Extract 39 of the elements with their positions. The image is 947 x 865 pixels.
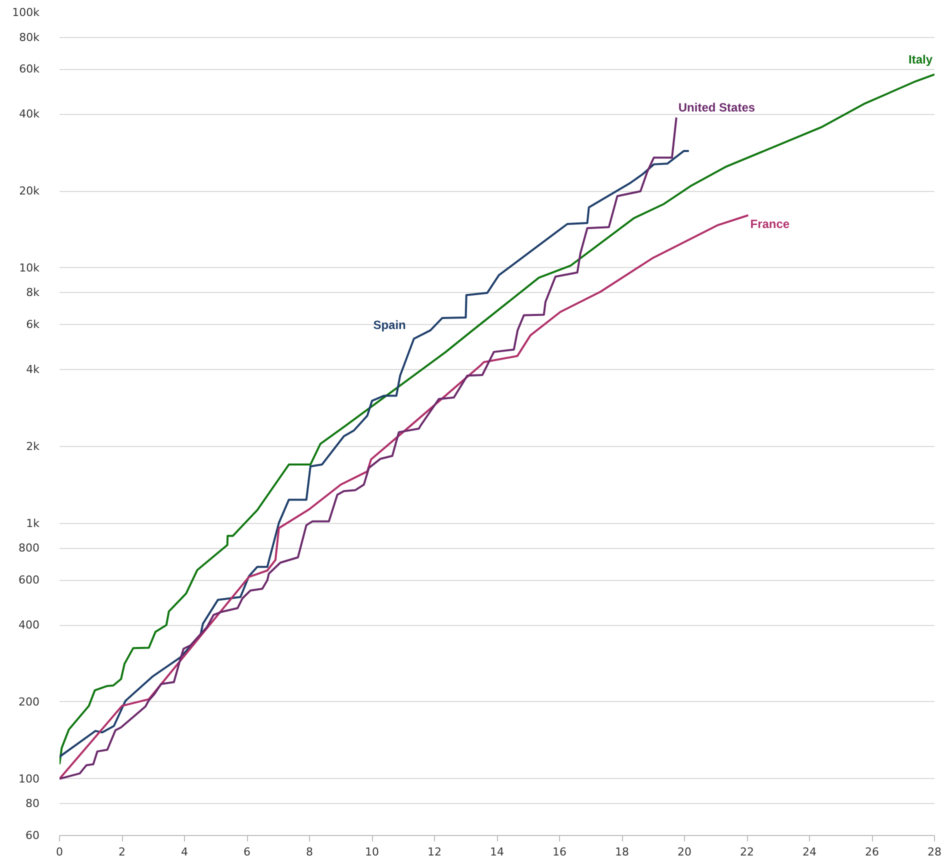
line-series — [60, 214, 750, 780]
y-tick-label: 800 — [18, 542, 40, 555]
y-tick-label: 2k — [26, 440, 40, 453]
y-tick-label: 400 — [18, 618, 40, 632]
x-tick-label: 24 — [802, 846, 816, 858]
y-tick-label: 60 — [26, 829, 40, 842]
x-tick-label: 14 — [490, 846, 504, 858]
y-tick-label: 60k — [19, 62, 40, 76]
x-tick-label: 16 — [552, 846, 566, 858]
series-label: Spain — [373, 318, 406, 332]
x-tick-label: 10 — [365, 846, 379, 858]
y-tick-label: 80 — [26, 797, 40, 810]
y-tick-label: 1k — [26, 516, 40, 530]
x-tick-label: 18 — [615, 846, 629, 858]
x-tick-label: 12 — [428, 846, 442, 858]
y-tick-label: 100 — [18, 772, 40, 786]
y-tick-label: 100k — [12, 6, 40, 19]
x-tick-label: 28 — [928, 846, 942, 858]
x-tick-label: 0 — [56, 846, 63, 858]
line-series — [60, 73, 934, 766]
series-label: United States — [678, 100, 756, 115]
y-tick-label: 80k — [19, 30, 40, 44]
x-tick-label: 8 — [306, 846, 313, 858]
x-tick-label: 6 — [244, 846, 250, 858]
y-tick-label: 20k — [19, 184, 40, 198]
series-label: France — [750, 217, 790, 232]
y-tick-label: 8k — [26, 286, 40, 300]
y-tick-label: 600 — [18, 574, 40, 587]
y-tick-label: 200 — [18, 695, 40, 708]
x-tick-label: 26 — [865, 846, 879, 858]
series-label: Italy — [908, 52, 933, 66]
x-tick-label: 2 — [118, 846, 126, 858]
y-tick-label: 4k — [26, 363, 40, 376]
x-tick-label: 4 — [181, 846, 188, 858]
x-tick-label: 20 — [678, 846, 692, 858]
x-tick-label: 22 — [740, 846, 754, 858]
y-tick-label: 6k — [26, 318, 40, 332]
y-tick-label: 40k — [19, 108, 40, 121]
y-tick-label: 10k — [19, 261, 40, 274]
